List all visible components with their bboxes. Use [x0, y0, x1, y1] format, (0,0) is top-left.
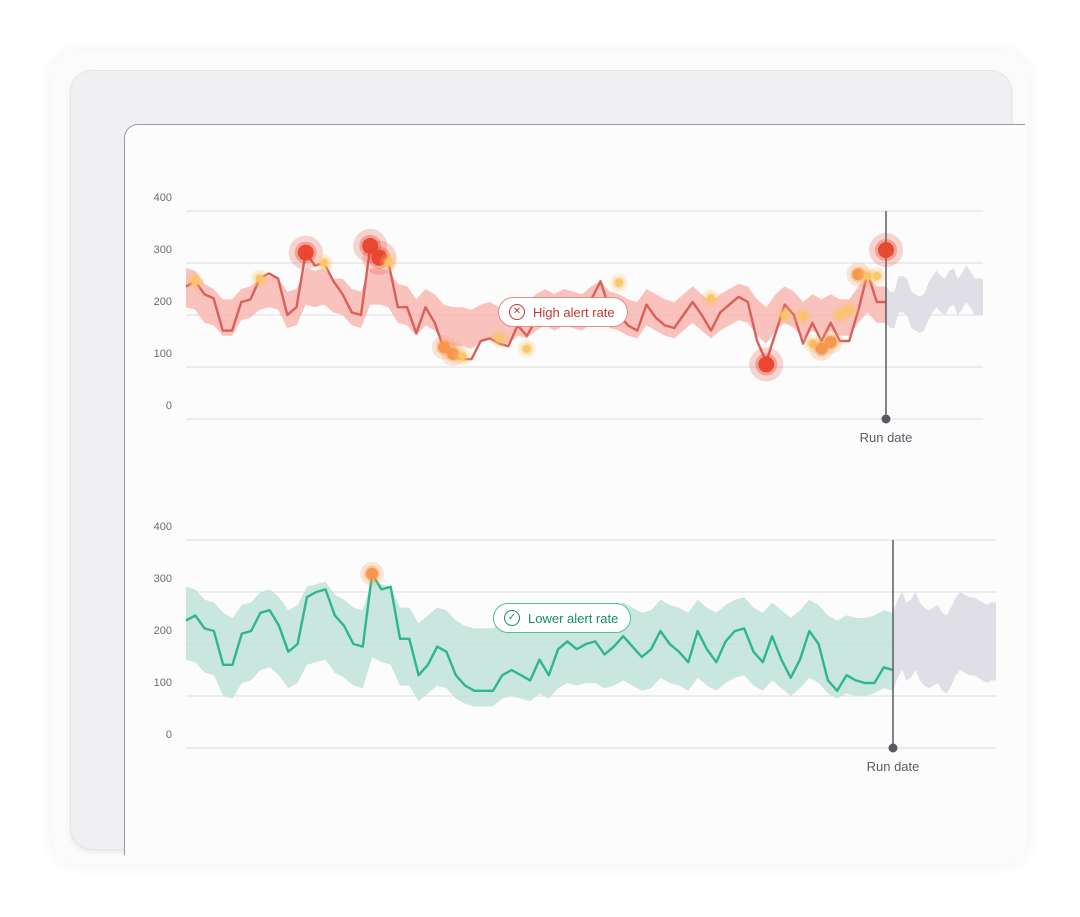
- anomaly-point: [808, 339, 817, 348]
- anomaly-point: [872, 272, 881, 280]
- anomaly-point: [191, 277, 200, 286]
- anomaly-point: [758, 356, 775, 373]
- check-circle-icon: ✓: [504, 610, 520, 626]
- anomaly-point: [815, 342, 828, 355]
- anomaly-point: [458, 352, 467, 361]
- series-line: [185, 572, 894, 692]
- anomaly-point: [863, 272, 872, 280]
- anomaly-point: [780, 311, 789, 319]
- y-tick-label: 200: [154, 296, 172, 308]
- anomaly-point: [255, 274, 264, 283]
- anomaly-point: [495, 334, 504, 343]
- anomaly-point: [320, 259, 329, 267]
- anomaly-point: [522, 344, 531, 353]
- run-date-label: Run date: [860, 430, 913, 445]
- y-tick-label: 400: [154, 192, 172, 204]
- forecast-range-band: [893, 592, 996, 694]
- anomaly-point: [447, 348, 460, 360]
- y-tick-label: 300: [154, 244, 172, 256]
- x-circle-icon: ✕: [509, 304, 525, 320]
- expected-range-band: [186, 579, 893, 707]
- y-tick-label: 400: [154, 521, 172, 533]
- lower-alert-badge: ✓ Lower alert rate: [493, 603, 632, 633]
- run-date-dot: [888, 743, 898, 753]
- y-tick-label: 0: [166, 729, 172, 741]
- anomaly-point: [371, 249, 388, 266]
- y-tick-label: 100: [154, 348, 172, 360]
- anomaly-point: [707, 294, 715, 303]
- y-tick-label: 300: [154, 573, 172, 585]
- high-alert-badge: ✕ High alert rate: [498, 297, 628, 327]
- anomaly-point: [614, 278, 623, 287]
- run-date-label: Run date: [867, 759, 920, 774]
- anomaly-point: [366, 567, 379, 580]
- anomaly-point: [852, 268, 865, 281]
- y-tick-label: 0: [166, 400, 172, 412]
- high-alert-label: High alert rate: [533, 304, 615, 320]
- y-tick-label: 200: [154, 625, 172, 637]
- anomaly-point: [824, 336, 837, 349]
- y-tick-label: 100: [154, 677, 172, 689]
- anomaly-point: [878, 242, 894, 258]
- anomaly-point: [297, 244, 314, 261]
- anomaly-point: [384, 257, 393, 266]
- forecast-range-band: [886, 265, 983, 334]
- anomaly-point: [437, 341, 450, 354]
- run-date-dot: [881, 414, 891, 424]
- anomaly-point: [362, 237, 379, 254]
- lower-alert-label: Lower alert rate: [528, 610, 619, 626]
- anomaly-point: [799, 312, 808, 321]
- chart-panel: [124, 124, 1025, 855]
- lower-alert-chart: 0 100 200 300 400 Run date: [154, 521, 996, 774]
- anomaly-point: [835, 311, 844, 319]
- anomaly-point: [845, 305, 854, 314]
